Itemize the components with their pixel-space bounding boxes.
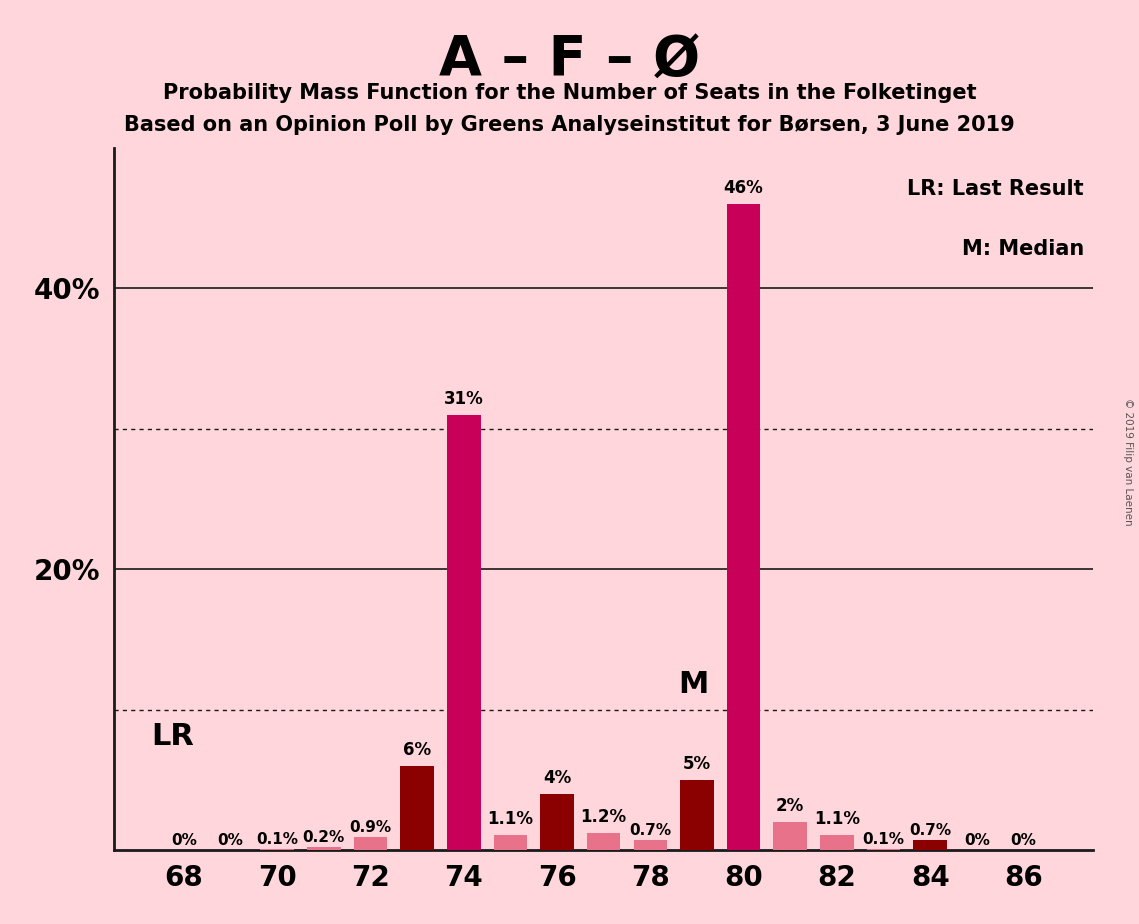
Bar (446, 415, 481, 850)
Text: 0.7%: 0.7% (909, 823, 951, 838)
Text: 0.7%: 0.7% (629, 823, 671, 838)
Text: M: M (679, 670, 708, 699)
Text: © 2019 Filip van Laenen: © 2019 Filip van Laenen (1123, 398, 1132, 526)
Text: 0%: 0% (218, 833, 244, 848)
Text: LR: LR (151, 722, 194, 750)
Bar (353, 837, 387, 850)
Text: 0%: 0% (171, 833, 197, 848)
Text: 5%: 5% (683, 755, 711, 772)
Text: 31%: 31% (444, 390, 484, 407)
Bar (540, 794, 574, 850)
Bar (587, 833, 621, 850)
Text: 46%: 46% (723, 179, 763, 197)
Text: 2%: 2% (776, 797, 804, 815)
Text: 4%: 4% (543, 769, 571, 787)
Text: 0.1%: 0.1% (256, 832, 298, 846)
Text: LR: Last Result: LR: Last Result (908, 178, 1084, 199)
Bar (913, 840, 947, 850)
Text: 1.2%: 1.2% (581, 808, 626, 826)
Text: 0.2%: 0.2% (303, 830, 345, 845)
Bar (633, 840, 667, 850)
Text: Based on an Opinion Poll by Greens Analyseinstitut for Børsen, 3 June 2019: Based on an Opinion Poll by Greens Analy… (124, 115, 1015, 135)
Bar (867, 848, 900, 850)
Bar (680, 780, 714, 850)
Bar (308, 847, 341, 850)
Text: M: Median: M: Median (961, 239, 1084, 259)
Bar (727, 204, 761, 850)
Text: Probability Mass Function for the Number of Seats in the Folketinget: Probability Mass Function for the Number… (163, 83, 976, 103)
Text: 0%: 0% (1010, 833, 1036, 848)
Text: A – F – Ø: A – F – Ø (439, 32, 700, 86)
Text: 0.9%: 0.9% (350, 821, 392, 835)
Bar (400, 766, 434, 850)
Text: 1.1%: 1.1% (487, 809, 533, 828)
Text: 1.1%: 1.1% (814, 809, 860, 828)
Text: 0.1%: 0.1% (862, 832, 904, 846)
Bar (261, 848, 294, 850)
Bar (493, 834, 527, 850)
Bar (820, 834, 854, 850)
Text: 0%: 0% (964, 833, 990, 848)
Bar (773, 822, 808, 850)
Text: 6%: 6% (403, 741, 432, 759)
